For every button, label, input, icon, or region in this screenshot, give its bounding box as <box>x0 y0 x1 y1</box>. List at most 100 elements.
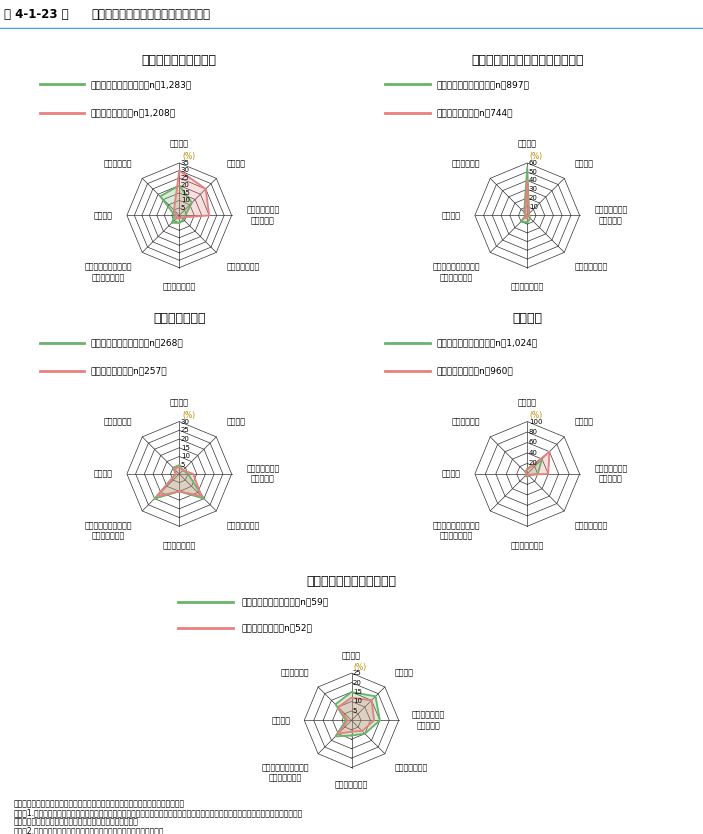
Text: 資料：中小企業庁委託「中小企業支援機関の連携状況と施策認知度に関する調査」: 資料：中小企業庁委託「中小企業支援機関の連携状況と施策認知度に関する調査」 <box>14 799 185 808</box>
Text: 事業計画書作成: 事業計画書作成 <box>226 263 260 272</box>
Text: 事業計画書作成: 事業計画書作成 <box>574 263 608 272</box>
Text: 15: 15 <box>181 190 190 196</box>
Text: 経営改善支援: 経営改善支援 <box>103 418 132 426</box>
Text: 5: 5 <box>181 462 185 468</box>
Text: 経営改善支援: 経営改善支援 <box>103 159 132 168</box>
Text: 20: 20 <box>181 436 190 442</box>
Text: 専門家紹介などのコー
ディネート業務: 専門家紹介などのコー ディネート業務 <box>432 263 480 282</box>
Text: 20: 20 <box>529 195 538 201</box>
Polygon shape <box>338 698 374 734</box>
Text: 10: 10 <box>181 198 190 203</box>
Polygon shape <box>160 185 192 223</box>
Text: 実際の相談分野（n＝52）: 実際の相談分野（n＝52） <box>241 623 312 632</box>
Text: 事業計画書作成: 事業計画書作成 <box>226 521 260 530</box>
Text: 起業・創業支援: 起業・創業支援 <box>510 283 544 291</box>
Text: それぞれ１位に回答されたものを集計している。: それぞれ１位に回答されたものを集計している。 <box>14 817 139 826</box>
Text: 再生支援: 再生支援 <box>441 211 460 220</box>
Text: その他の中小企業支援機関: その他の中小企業支援機関 <box>307 575 396 588</box>
Text: 金融支援: 金融支援 <box>394 669 413 678</box>
Text: 実際の相談分野（n＝744）: 実際の相談分野（n＝744） <box>437 108 513 117</box>
Text: 強みを発揮できる分野（n＝268）: 強みを発揮できる分野（n＝268） <box>91 339 183 348</box>
Text: 20: 20 <box>353 680 362 686</box>
Text: 強みを発揮できる分野（n＝1,024）: 強みを発揮できる分野（n＝1,024） <box>437 339 538 348</box>
Text: 25: 25 <box>181 175 190 181</box>
Text: 50: 50 <box>529 168 538 175</box>
Text: 税務支援: 税務支援 <box>169 398 189 407</box>
Text: 再生支援: 再生支援 <box>93 211 112 220</box>
Text: 5: 5 <box>353 708 357 714</box>
Polygon shape <box>521 168 530 223</box>
Text: 25: 25 <box>353 671 361 676</box>
Text: 強みを発揮できる分野（n＝1,283）: 強みを発揮できる分野（n＝1,283） <box>91 80 192 89</box>
Polygon shape <box>335 692 380 736</box>
Text: 専門家紹介などのコー
ディネート業務: 専門家紹介などのコー ディネート業務 <box>84 263 132 282</box>
Text: 30: 30 <box>181 419 190 425</box>
Text: 第 4-1-23 図: 第 4-1-23 図 <box>4 8 68 21</box>
Text: 起業・創業支援: 起業・創業支援 <box>162 541 196 550</box>
Text: 強みを発揮できる分野（n＝59）: 強みを発揮できる分野（n＝59） <box>241 598 328 607</box>
Text: 金融機関: 金融機関 <box>512 313 542 325</box>
Text: 再生支援: 再生支援 <box>93 470 112 479</box>
Text: 10: 10 <box>353 699 362 705</box>
Text: 60: 60 <box>529 160 538 166</box>
Text: 税務支援: 税務支援 <box>517 398 537 407</box>
Text: 中小企業支援機関の相談業務対応状況: 中小企業支援機関の相談業務対応状況 <box>91 8 210 21</box>
Text: 実際の相談分野（n＝257）: 実際の相談分野（n＝257） <box>91 367 167 375</box>
Text: 専門家紹介などのコー
ディネート業務: 専門家紹介などのコー ディネート業務 <box>262 763 309 782</box>
Text: 税・法務関係の中小企業支援機関: 税・法務関係の中小企業支援機関 <box>471 54 583 67</box>
Text: 税務支援: 税務支援 <box>342 651 361 660</box>
Polygon shape <box>525 459 542 476</box>
Text: 10: 10 <box>181 454 190 460</box>
Text: 経営改善支援: 経営改善支援 <box>280 669 309 678</box>
Text: （注）1.　相談業務において、強みを発揮できる分野、実際の相談分野として多いものについて１位から３位まで回答してもらった中で、: （注）1. 相談業務において、強みを発揮できる分野、実際の相談分野として多いもの… <box>14 808 303 817</box>
Text: 経営改善支援: 経営改善支援 <box>451 159 480 168</box>
Polygon shape <box>157 467 202 496</box>
Text: 2.　項目については、便宜上８項目についてのみ表示している。: 2. 項目については、便宜上８項目についてのみ表示している。 <box>14 826 165 834</box>
Text: 専門家紹介などのコー
ディネート業務: 専門家紹介などのコー ディネート業務 <box>432 521 480 540</box>
Text: (%): (%) <box>530 153 543 162</box>
Text: 40: 40 <box>529 178 538 183</box>
Text: 金融支援: 金融支援 <box>226 418 245 426</box>
Text: 10: 10 <box>529 203 538 209</box>
Text: 40: 40 <box>529 450 538 456</box>
Text: 実際の相談分野（n＝1,208）: 実際の相談分野（n＝1,208） <box>91 108 176 117</box>
Text: 20: 20 <box>181 183 190 188</box>
Text: 販路開拓・マー
ケティング: 販路開拓・マー ケティング <box>594 206 628 225</box>
Text: 経営改善支援: 経営改善支援 <box>451 418 480 426</box>
Text: 再生支援: 再生支援 <box>272 716 291 725</box>
Text: 再生支援: 再生支援 <box>441 470 460 479</box>
Text: 販路開拓・マー
ケティング: 販路開拓・マー ケティング <box>246 206 280 225</box>
Text: (%): (%) <box>354 663 367 671</box>
Text: 事業計画書作成: 事業計画書作成 <box>574 521 608 530</box>
Text: 起業・創業支援: 起業・創業支援 <box>335 781 368 790</box>
Text: 60: 60 <box>529 440 538 445</box>
Text: 15: 15 <box>181 445 190 450</box>
Text: 起業・創業支援: 起業・創業支援 <box>510 541 544 550</box>
Polygon shape <box>155 465 204 499</box>
Text: 15: 15 <box>353 689 362 695</box>
Text: 強みを発揮できる分野（n＝897）: 強みを発揮できる分野（n＝897） <box>437 80 529 89</box>
Text: 実際の相談分野（n＝960）: 実際の相談分野（n＝960） <box>437 367 513 375</box>
Polygon shape <box>524 180 529 219</box>
Text: (%): (%) <box>182 411 195 420</box>
Text: 税務支援: 税務支援 <box>517 139 537 148</box>
Text: 金融支援: 金融支援 <box>574 159 593 168</box>
Text: 80: 80 <box>529 429 538 435</box>
Text: 事業計画書作成: 事業計画書作成 <box>394 763 427 772</box>
Text: 金融支援: 金融支援 <box>574 418 593 426</box>
Text: 販路開拓・マー
ケティング: 販路開拓・マー ケティング <box>594 465 628 484</box>
Text: 税務支援: 税務支援 <box>169 139 189 148</box>
Text: 商工会・商工会議所等: 商工会・商工会議所等 <box>142 54 217 67</box>
Polygon shape <box>526 452 550 475</box>
Text: 起業・創業支援: 起業・創業支援 <box>162 283 196 291</box>
Text: 専門家紹介などのコー
ディネート業務: 専門家紹介などのコー ディネート業務 <box>84 521 132 540</box>
Text: 販路開拓・マー
ケティング: 販路開拓・マー ケティング <box>412 711 445 730</box>
Text: 35: 35 <box>181 160 190 166</box>
Text: 金融支援: 金融支援 <box>226 159 245 168</box>
Text: 100: 100 <box>529 419 542 425</box>
Polygon shape <box>174 170 209 219</box>
Text: (%): (%) <box>530 411 543 420</box>
Text: 30: 30 <box>529 186 538 192</box>
Text: 25: 25 <box>181 427 190 434</box>
Text: (%): (%) <box>182 153 195 162</box>
